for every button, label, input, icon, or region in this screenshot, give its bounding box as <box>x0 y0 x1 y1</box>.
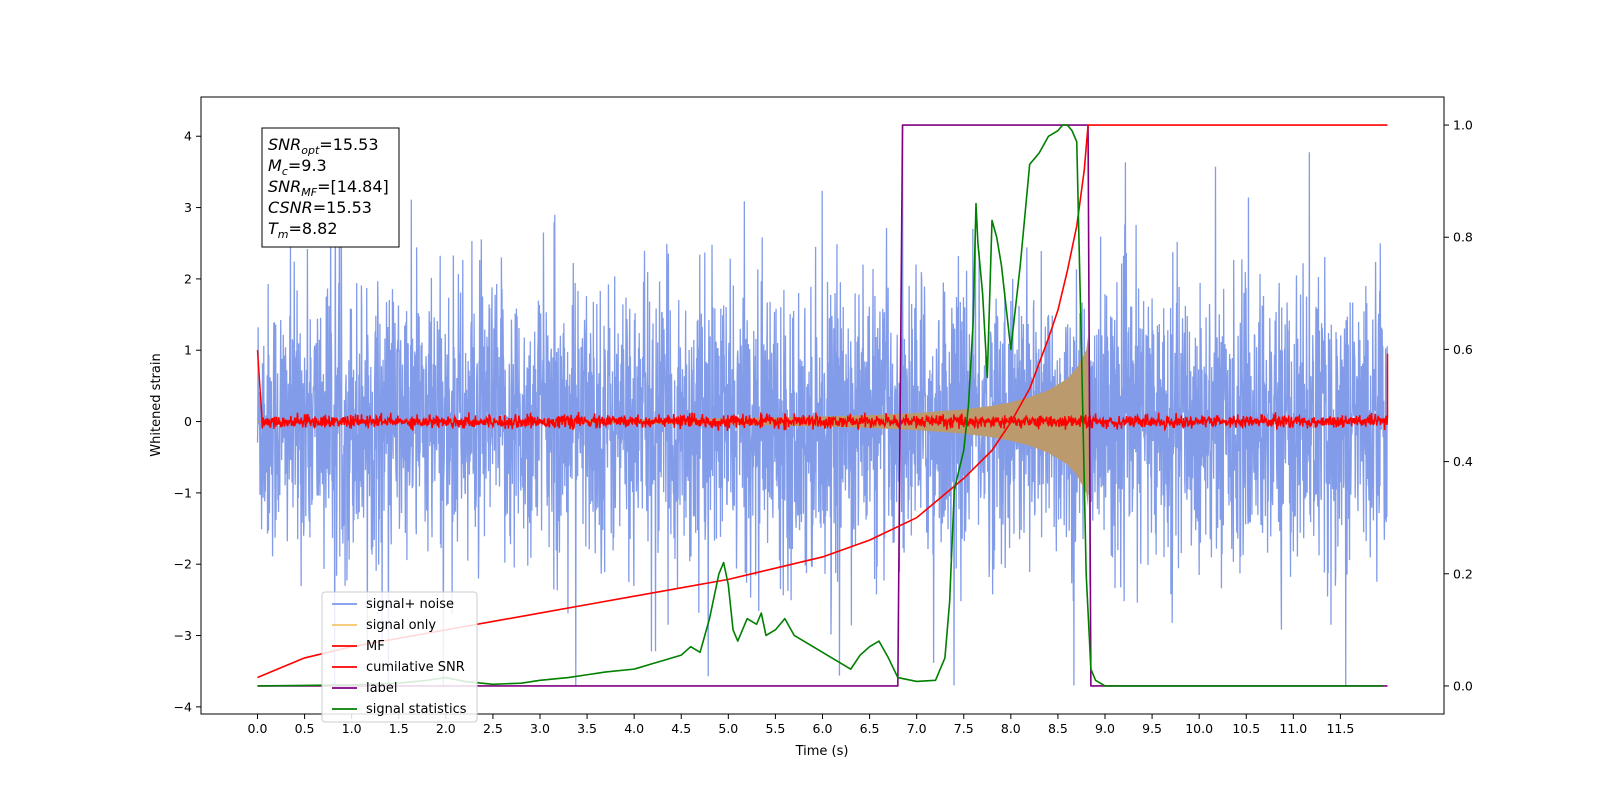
legend-entry: signal+ noise <box>332 597 454 612</box>
x-tick-label: 4.5 <box>671 721 691 736</box>
annotation-line: CSNR=15.53 <box>268 198 372 217</box>
legend-label: cumilative SNR <box>366 660 465 675</box>
legend-label: signal+ noise <box>366 597 454 612</box>
x-tick-label: 11.0 <box>1279 721 1307 736</box>
y-axis-left: 4 3 2 1 0 −1 −2 −3 −4 <box>174 129 201 714</box>
y-left-tick-label: −3 <box>174 628 192 643</box>
annotation-value: =15.53 <box>313 198 372 217</box>
annotation-value: =[14.84] <box>317 177 389 196</box>
y-left-tick-label: 4 <box>184 129 192 144</box>
annotation-line: SNRMF=[14.84] <box>268 177 389 199</box>
x-tick-label: 5.0 <box>718 721 738 736</box>
annotation-symbol: T <box>268 219 279 238</box>
y-right-tick-label: 0.2 <box>1453 566 1473 581</box>
x-tick-label: 2.0 <box>436 721 456 736</box>
annotation-subscript: m <box>278 228 289 241</box>
legend-entry: MF <box>332 639 385 654</box>
annotation-value: =15.53 <box>319 135 378 154</box>
x-tick-label: 9.5 <box>1142 721 1162 736</box>
x-tick-label: 7.0 <box>907 721 927 736</box>
x-tick-label: 7.5 <box>954 721 974 736</box>
x-tick-label: 2.5 <box>483 721 503 736</box>
x-axis-label: Time (s) <box>795 744 849 759</box>
plot-series <box>256 124 1389 687</box>
legend-entry: signal only <box>332 618 436 633</box>
y-left-tick-label: 2 <box>184 271 192 286</box>
x-tick-label: 4.0 <box>624 721 644 736</box>
legend-label: MF <box>366 639 385 654</box>
x-tick-label: 11.5 <box>1326 721 1354 736</box>
x-tick-label: 9.0 <box>1095 721 1115 736</box>
y-right-tick-label: 0.0 <box>1453 678 1473 693</box>
y-left-tick-label: −2 <box>174 557 192 572</box>
x-axis: 0.0 0.5 1.0 1.5 2.0 2.5 3.0 3.5 4.0 4.5 5.0 5.5 6.0 6… <box>248 714 1354 736</box>
y-left-tick-label: −4 <box>174 699 192 714</box>
y-axis-right: 1.0 0.8 0.6 0.4 0.2 0.0 <box>1444 118 1473 693</box>
annotation-line: Mc=9.3 <box>268 156 327 178</box>
x-tick-label: 5.5 <box>765 721 785 736</box>
legend-label: label <box>366 681 397 696</box>
y-right-tick-label: 0.4 <box>1453 454 1473 469</box>
series-signal-statistics <box>257 124 1383 687</box>
y-left-tick-label: −1 <box>174 485 192 500</box>
legend-label: signal statistics <box>366 702 467 717</box>
annotation-line: SNRopt=15.53 <box>268 135 379 157</box>
annotation-subscript: opt <box>301 144 320 157</box>
y-left-tick-label: 0 <box>184 414 192 429</box>
annotation-value: =8.82 <box>289 219 338 238</box>
x-tick-label: 8.5 <box>1048 721 1068 736</box>
x-tick-label: 6.5 <box>860 721 880 736</box>
y-left-tick-label: 1 <box>184 343 192 358</box>
x-tick-label: 0.0 <box>248 721 268 736</box>
legend-entry: cumilative SNR <box>332 660 465 675</box>
y-right-tick-label: 0.6 <box>1453 342 1473 357</box>
y-left-tick-label: 3 <box>184 200 192 215</box>
x-tick-label: 6.0 <box>813 721 833 736</box>
annotation-symbol: SNR <box>268 135 301 154</box>
annotation-line: Tm=8.82 <box>268 219 338 241</box>
series-mf <box>256 350 1389 432</box>
annotation-subscript: MF <box>301 186 317 199</box>
annotation-box: SNRopt=15.53Mc=9.3SNRMF=[14.84]CSNR=15.5… <box>261 127 400 248</box>
x-tick-label: 1.0 <box>342 721 362 736</box>
legend-entry: label <box>332 681 397 696</box>
x-tick-label: 10.0 <box>1185 721 1213 736</box>
x-tick-label: 3.0 <box>530 721 550 736</box>
legend-label: signal only <box>366 618 436 633</box>
y-right-tick-label: 0.8 <box>1453 230 1473 245</box>
annotation-symbol: M <box>268 156 282 175</box>
x-tick-label: 10.5 <box>1232 721 1260 736</box>
legend: signal+ noise signal only MF cumilative SNR… <box>321 591 478 723</box>
y-axis-label: Whitened strain <box>149 353 164 456</box>
x-tick-label: 1.5 <box>389 721 409 736</box>
legend-entry: signal statistics <box>332 702 467 717</box>
x-tick-label: 8.0 <box>1001 721 1021 736</box>
annotation-symbol: CSNR <box>268 198 313 217</box>
x-tick-label: 0.5 <box>295 721 315 736</box>
x-tick-label: 3.5 <box>577 721 597 736</box>
y-right-tick-label: 1.0 <box>1453 118 1473 133</box>
annotation-subscript: c <box>282 165 288 178</box>
annotation-value: =9.3 <box>288 156 327 175</box>
annotation-symbol: SNR <box>268 177 301 196</box>
